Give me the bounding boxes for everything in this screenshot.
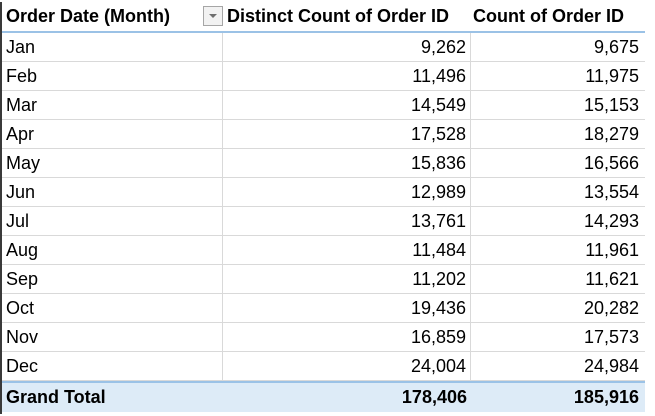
month-cell[interactable]: Nov [2, 323, 223, 351]
row-field-header-label: Order Date (Month) [6, 6, 170, 26]
count-cell[interactable]: 9,675 [593, 36, 639, 57]
month-cell[interactable]: Sep [2, 265, 223, 293]
count-cell[interactable]: 24,984 [583, 355, 639, 376]
grand-total-count[interactable]: 185,916 [573, 387, 639, 407]
table-row[interactable]: Mar 14,549 15,153 [2, 91, 645, 120]
distinct-count-cell[interactable]: 17,528 [223, 120, 471, 148]
table-row[interactable]: Apr 17,528 18,279 [2, 120, 645, 149]
table-row[interactable]: Aug 11,484 11,961 [2, 236, 645, 265]
distinct-count-cell[interactable]: 11,496 [223, 62, 471, 90]
month-cell[interactable]: Jul [2, 207, 223, 235]
month-cell[interactable]: Jan [2, 33, 223, 61]
distinct-count-cell[interactable]: 14,549 [223, 91, 471, 119]
month-cell[interactable]: May [2, 149, 223, 177]
count-cell[interactable]: 17,573 [583, 326, 639, 347]
count-cell[interactable]: 15,153 [583, 94, 639, 115]
count-cell[interactable]: 20,282 [583, 297, 639, 318]
table-row[interactable]: Jul 13,761 14,293 [2, 207, 645, 236]
distinct-count-cell[interactable]: 11,202 [223, 265, 471, 293]
count-header[interactable]: Count of Order ID [473, 6, 624, 26]
distinct-count-cell[interactable]: 9,262 [223, 33, 471, 61]
pivot-table: Order Date (Month) Distinct Count of Ord… [0, 2, 645, 414]
table-row[interactable]: Feb 11,496 11,975 [2, 62, 645, 91]
grand-total-row[interactable]: Grand Total 178,406 185,916 [2, 381, 645, 412]
count-cell[interactable]: 18,279 [583, 123, 639, 144]
table-row[interactable]: Sep 11,202 11,621 [2, 265, 645, 294]
table-row[interactable]: Dec 24,004 24,984 [2, 352, 645, 381]
count-cell[interactable]: 14,293 [583, 210, 639, 231]
month-cell[interactable]: Aug [2, 236, 223, 264]
dropdown-filter-icon[interactable] [203, 6, 223, 26]
distinct-count-cell[interactable]: 11,484 [223, 236, 471, 264]
row-field-header[interactable]: Order Date (Month) [2, 2, 223, 31]
month-cell[interactable]: Feb [2, 62, 223, 90]
distinct-count-cell[interactable]: 15,836 [223, 149, 471, 177]
distinct-count-cell[interactable]: 12,989 [223, 178, 471, 206]
pivot-header-row: Order Date (Month) Distinct Count of Ord… [2, 2, 645, 33]
month-cell[interactable]: Jun [2, 178, 223, 206]
table-row[interactable]: Oct 19,436 20,282 [2, 294, 645, 323]
count-cell[interactable]: 16,566 [583, 152, 639, 173]
month-cell[interactable]: Oct [2, 294, 223, 322]
distinct-count-cell[interactable]: 16,859 [223, 323, 471, 351]
month-cell[interactable]: Apr [2, 120, 223, 148]
count-cell[interactable]: 11,975 [585, 65, 639, 86]
distinct-count-header[interactable]: Distinct Count of Order ID [227, 6, 449, 26]
month-cell[interactable]: Dec [2, 352, 223, 380]
count-cell[interactable]: 11,621 [585, 268, 639, 289]
distinct-count-cell[interactable]: 24,004 [223, 352, 471, 380]
grand-total-label[interactable]: Grand Total [6, 387, 106, 407]
count-cell[interactable]: 11,961 [585, 239, 639, 260]
count-cell[interactable]: 13,554 [583, 181, 639, 202]
table-row[interactable]: Jun 12,989 13,554 [2, 178, 645, 207]
table-row[interactable]: Jan 9,262 9,675 [2, 33, 645, 62]
distinct-count-cell[interactable]: 13,761 [223, 207, 471, 235]
month-cell[interactable]: Mar [2, 91, 223, 119]
grand-total-distinct-count[interactable]: 178,406 [401, 387, 467, 407]
distinct-count-cell[interactable]: 19,436 [223, 294, 471, 322]
table-row[interactable]: May 15,836 16,566 [2, 149, 645, 178]
table-row[interactable]: Nov 16,859 17,573 [2, 323, 645, 352]
